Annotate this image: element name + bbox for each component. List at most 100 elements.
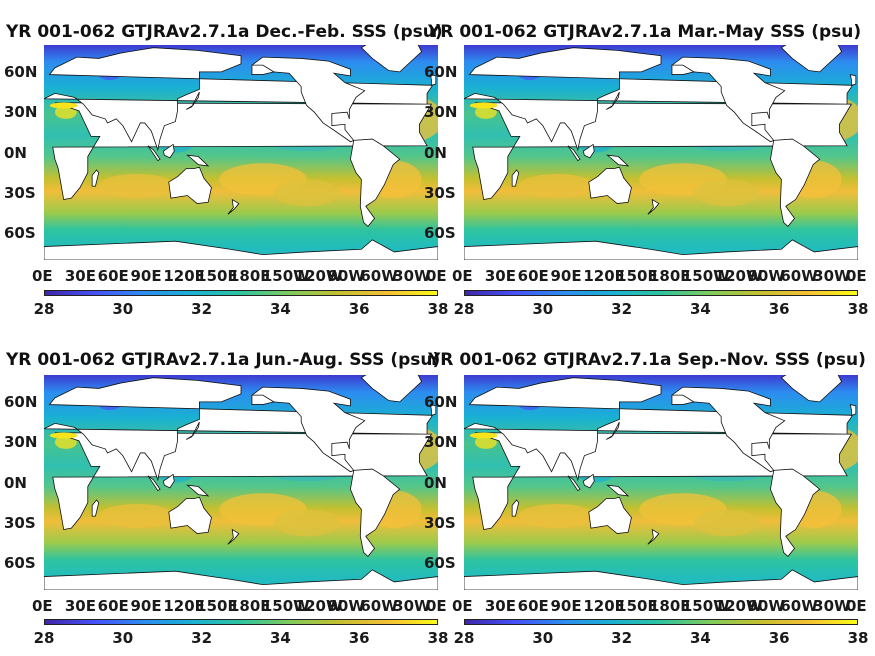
land-alaska-ext bbox=[251, 394, 275, 405]
land-alaska-ext bbox=[671, 394, 695, 405]
high-salinity-region bbox=[54, 435, 77, 449]
lon-tick-label: 150W bbox=[261, 267, 310, 285]
lat-tick-label: 30N bbox=[4, 433, 38, 452]
lon-tick-label: 150E bbox=[616, 267, 658, 285]
land-australia bbox=[168, 496, 212, 534]
colorbar-tick-label: 30 bbox=[112, 300, 134, 318]
colorbar-tick-label: 32 bbox=[611, 300, 633, 318]
colorbar-tick-label: 34 bbox=[689, 629, 711, 647]
land-indonesia2 bbox=[162, 143, 175, 159]
land-indonesia2 bbox=[582, 143, 595, 159]
lat-tick-label: 30S bbox=[424, 183, 456, 202]
high-salinity-region bbox=[98, 504, 176, 529]
lon-tick-label: 90E bbox=[130, 267, 162, 285]
land-japan bbox=[186, 421, 200, 440]
land-uk bbox=[849, 404, 857, 416]
colorbar-tick-label: 30 bbox=[112, 629, 134, 647]
lon-tick-label: 150E bbox=[196, 597, 238, 615]
lon-tick-label: 90E bbox=[550, 267, 582, 285]
lon-tick-label: 0E bbox=[426, 267, 447, 285]
land-north-america bbox=[251, 386, 366, 473]
lat-tick-label: 30N bbox=[4, 103, 38, 122]
lon-tick-label: 60W bbox=[780, 597, 818, 615]
lon-tick-label: 120W bbox=[294, 597, 343, 615]
land-australia bbox=[588, 166, 632, 204]
high-salinity-region bbox=[518, 174, 596, 199]
land-madagascar bbox=[511, 169, 520, 187]
lon-tick-label: 150W bbox=[261, 597, 310, 615]
lon-tick-label: 60E bbox=[97, 267, 129, 285]
colorbar-tick-label: 38 bbox=[427, 300, 449, 318]
map-panel-jja bbox=[44, 375, 438, 590]
lon-tick-label: 120E bbox=[583, 267, 625, 285]
land-new-zealand bbox=[227, 528, 240, 545]
lat-tick-label: 0N bbox=[4, 143, 27, 162]
colorbar-tick-label: 36 bbox=[768, 300, 790, 318]
land-antarctica bbox=[464, 239, 858, 260]
lon-tick-label: 90W bbox=[327, 267, 365, 285]
land-south-america bbox=[350, 468, 401, 557]
colorbar-tick-label: 32 bbox=[191, 629, 213, 647]
lat-tick-label: 0N bbox=[4, 473, 27, 492]
lon-tick-label: 30E bbox=[484, 267, 516, 285]
lat-tick-label: 0N bbox=[424, 143, 447, 162]
land-north-america bbox=[251, 56, 366, 143]
land-south-america bbox=[770, 138, 821, 227]
lon-tick-label: 30W bbox=[393, 267, 431, 285]
colorbar-mam bbox=[464, 290, 858, 296]
map-panel-son bbox=[464, 375, 858, 590]
colorbar-tick-label: 28 bbox=[453, 300, 475, 318]
land-south-america bbox=[770, 468, 821, 557]
lon-tick-label: 0E bbox=[452, 597, 473, 615]
land-indonesia2 bbox=[582, 473, 595, 489]
colorbar-tick-label: 30 bbox=[532, 629, 554, 647]
land-indonesia1 bbox=[567, 145, 581, 162]
lon-tick-label: 120E bbox=[163, 597, 205, 615]
land-uk bbox=[429, 404, 437, 416]
land-antarctica bbox=[44, 239, 438, 260]
lon-tick-label: 90W bbox=[747, 267, 785, 285]
mediterranean-sea bbox=[49, 432, 78, 439]
lat-tick-label: 30N bbox=[424, 433, 458, 452]
lon-tick-label: 0E bbox=[32, 597, 53, 615]
land-eurasia bbox=[44, 47, 434, 152]
colorbar-son bbox=[464, 619, 858, 625]
lon-tick-label: 120W bbox=[714, 267, 763, 285]
colorbar-tick-label: 28 bbox=[453, 629, 475, 647]
land-new-guinea bbox=[606, 154, 630, 167]
panel-title-jja: YR 001-062 GTJRAv2.7.1a Jun.-Aug. SSS (p… bbox=[6, 350, 441, 370]
land-uk bbox=[849, 74, 857, 86]
lon-tick-label: 30W bbox=[813, 267, 851, 285]
colorbar-tick-label: 32 bbox=[191, 300, 213, 318]
panel-title-mam: YR 001-062 GTJRAv2.7.1a Mar.-May SSS (ps… bbox=[428, 22, 862, 42]
lat-tick-label: 60N bbox=[4, 392, 38, 411]
lon-tick-label: 60W bbox=[360, 597, 398, 615]
lon-tick-label: 90W bbox=[327, 597, 365, 615]
lon-tick-label: 180E bbox=[229, 597, 271, 615]
map-panel-djf bbox=[44, 45, 438, 260]
mediterranean-sea bbox=[469, 432, 498, 439]
sss-map-svg bbox=[44, 45, 438, 260]
sss-map-svg bbox=[44, 375, 438, 590]
land-alaska-ext bbox=[251, 64, 275, 75]
lon-tick-label: 30E bbox=[64, 597, 96, 615]
lon-tick-label: 150E bbox=[616, 597, 658, 615]
land-greenland bbox=[360, 45, 423, 73]
land-japan bbox=[606, 91, 620, 110]
high-salinity-region bbox=[518, 504, 596, 529]
land-japan bbox=[186, 91, 200, 110]
land-uk bbox=[429, 74, 437, 86]
lat-tick-label: 30S bbox=[424, 513, 456, 532]
lon-tick-label: 120E bbox=[583, 597, 625, 615]
land-antarctica bbox=[464, 569, 858, 590]
lon-tick-label: 30W bbox=[393, 597, 431, 615]
lon-tick-label: 0E bbox=[846, 597, 867, 615]
lat-tick-label: 60N bbox=[424, 62, 458, 81]
land-new-guinea bbox=[186, 484, 210, 497]
lon-tick-label: 120W bbox=[294, 267, 343, 285]
lat-tick-label: 60S bbox=[424, 224, 456, 243]
high-salinity-region bbox=[474, 105, 497, 119]
land-greenland bbox=[360, 375, 423, 403]
colorbar-tick-label: 28 bbox=[33, 629, 55, 647]
colorbar-tick-label: 38 bbox=[847, 629, 869, 647]
